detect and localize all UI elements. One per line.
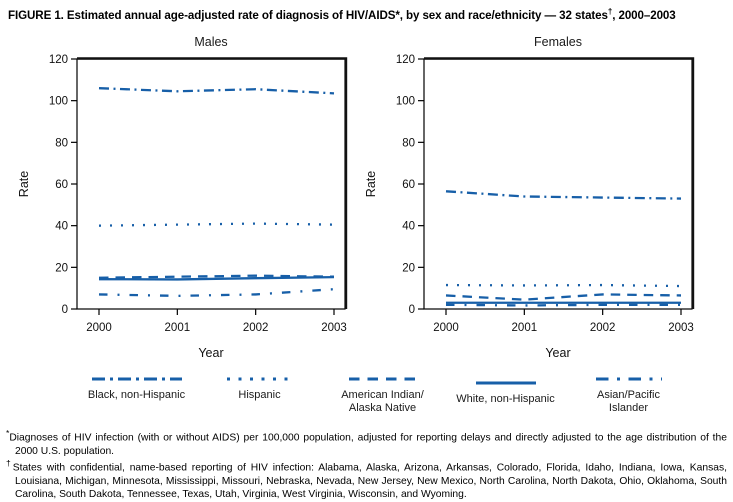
svg-text:0: 0: [409, 304, 415, 316]
legend-label-black-non-hispanic: Black, non-Hispanic: [88, 389, 185, 402]
svg-text:40: 40: [402, 221, 415, 233]
dagger-marker: †: [6, 458, 13, 469]
legend-item-asian-pacific-islander: Asian/Pacific Islander: [567, 375, 690, 415]
dotted-line-icon: [226, 377, 293, 381]
svg-text:2002: 2002: [590, 322, 616, 334]
hispanic-line: [445, 283, 682, 288]
footnote-rate-definition: *Diagnoses of HIV infection (with or wit…: [6, 428, 727, 458]
svg-text:2003: 2003: [668, 322, 694, 334]
legend-item-black-non-hispanic: Black, non-Hispanic: [75, 375, 198, 415]
svg-text:2000: 2000: [86, 322, 112, 334]
svg-text:20: 20: [402, 262, 415, 274]
legend-item-american-indian-alaska-native: American Indian/ Alaska Native: [321, 375, 444, 415]
svg-text:60: 60: [402, 179, 415, 191]
footnote-states-list: †States with confidential, name-based re…: [6, 458, 727, 502]
svg-text:2000: 2000: [433, 322, 459, 334]
charts-row: Males 0 20 40 60 80 100 120 2000 2001 2002 2003 Rat…: [6, 35, 729, 370]
legend-item-hispanic: Hispanic: [198, 375, 321, 415]
males-chart: 0 20 40 60 80 100 120 2000 2001 2002 2003 Rate Year: [15, 51, 355, 370]
asian-pacific-islander-line: [445, 303, 681, 307]
svg-text:Year: Year: [198, 346, 223, 360]
svg-text:Rate: Rate: [17, 171, 31, 197]
black-non-hispanic-line: [98, 86, 335, 95]
svg-text:0: 0: [62, 304, 68, 316]
svg-text:40: 40: [55, 221, 68, 233]
legend: Black, non-Hispanic Hispanic American In…: [6, 375, 729, 415]
females-chart: 0 20 40 60 80 100 120 2000 2001 2002 2003 Rate Year: [362, 51, 702, 370]
females-panel-title: Females: [534, 34, 582, 49]
females-plot: 0 20 40 60 80 100 120 2000 2001 2002 2003 Rate Year: [364, 54, 695, 360]
legend-label-line: Hispanic: [238, 388, 281, 401]
figure-title: FIGURE 1. Estimated annual age-adjusted …: [6, 7, 729, 22]
footnotes: *Diagnoses of HIV infection (with or wit…: [6, 428, 729, 502]
legend-label-asian-pacific-islander: Asian/Pacific Islander: [597, 389, 660, 415]
svg-text:100: 100: [396, 96, 415, 108]
males-plot: 0 20 40 60 80 100 120 2000 2001 2002 2003 Rate Year: [17, 54, 348, 360]
white-non-hispanic-line: [98, 275, 335, 281]
males-panel: Males 0 20 40 60 80 100 120 2000 2001 2002 2003 Rat…: [15, 35, 355, 370]
legend-label-line: Black, non-Hispanic: [87, 388, 186, 401]
dashed-line-icon: [348, 377, 417, 381]
figure-title-years: , 2000–2003: [612, 8, 676, 22]
legend-label-white-non-hispanic: White, non-Hispanic: [456, 393, 554, 406]
american-indian-alaska-native-line: [445, 293, 682, 301]
svg-text:2002: 2002: [243, 322, 269, 334]
dashdot-short-line-icon: [595, 377, 662, 381]
asian-pacific-islander-line: [98, 287, 335, 297]
legend-label-line: Alaska Native: [348, 401, 417, 414]
black-non-hispanic-line: [445, 190, 682, 200]
legend-label-line: Islander: [608, 401, 649, 414]
females-panel: Females 0 20 40 60 80 100 120 2000 2001 2002 2003 R…: [362, 35, 702, 370]
svg-text:120: 120: [396, 54, 415, 66]
legend-label-line: American Indian/: [341, 388, 424, 401]
legend-label-hispanic: Hispanic: [238, 389, 280, 402]
legend-item-white-non-hispanic: White, non-Hispanic: [444, 379, 567, 415]
hispanic-line: [98, 222, 335, 227]
solid-line-icon: [475, 381, 536, 385]
dagger-superscript: †: [607, 7, 613, 16]
footnote-rate-definition-text: Diagnoses of HIV infection (with or with…: [9, 432, 727, 457]
figure-title-text: FIGURE 1. Estimated annual age-adjusted …: [8, 8, 608, 22]
svg-text:2003: 2003: [321, 322, 347, 334]
dashdot-line-icon: [91, 377, 182, 381]
svg-text:2001: 2001: [165, 322, 191, 334]
svg-text:100: 100: [49, 96, 68, 108]
legend-label-line: Asian/Pacific: [597, 388, 660, 401]
american-indian-alaska-native-line: [98, 274, 335, 279]
svg-text:20: 20: [55, 262, 68, 274]
svg-text:80: 80: [402, 137, 415, 149]
svg-text:Rate: Rate: [364, 171, 378, 197]
svg-text:120: 120: [49, 54, 68, 66]
svg-text:Year: Year: [545, 346, 570, 360]
legend-label-line: White, non-Hispanic: [456, 392, 555, 405]
svg-text:60: 60: [55, 179, 68, 191]
males-panel-title: Males: [194, 34, 228, 49]
asterisk-marker: *: [6, 427, 10, 438]
svg-text:80: 80: [55, 137, 68, 149]
legend-label-american-indian-alaska-native: American Indian/ Alaska Native: [341, 389, 424, 415]
svg-text:2001: 2001: [512, 322, 538, 334]
